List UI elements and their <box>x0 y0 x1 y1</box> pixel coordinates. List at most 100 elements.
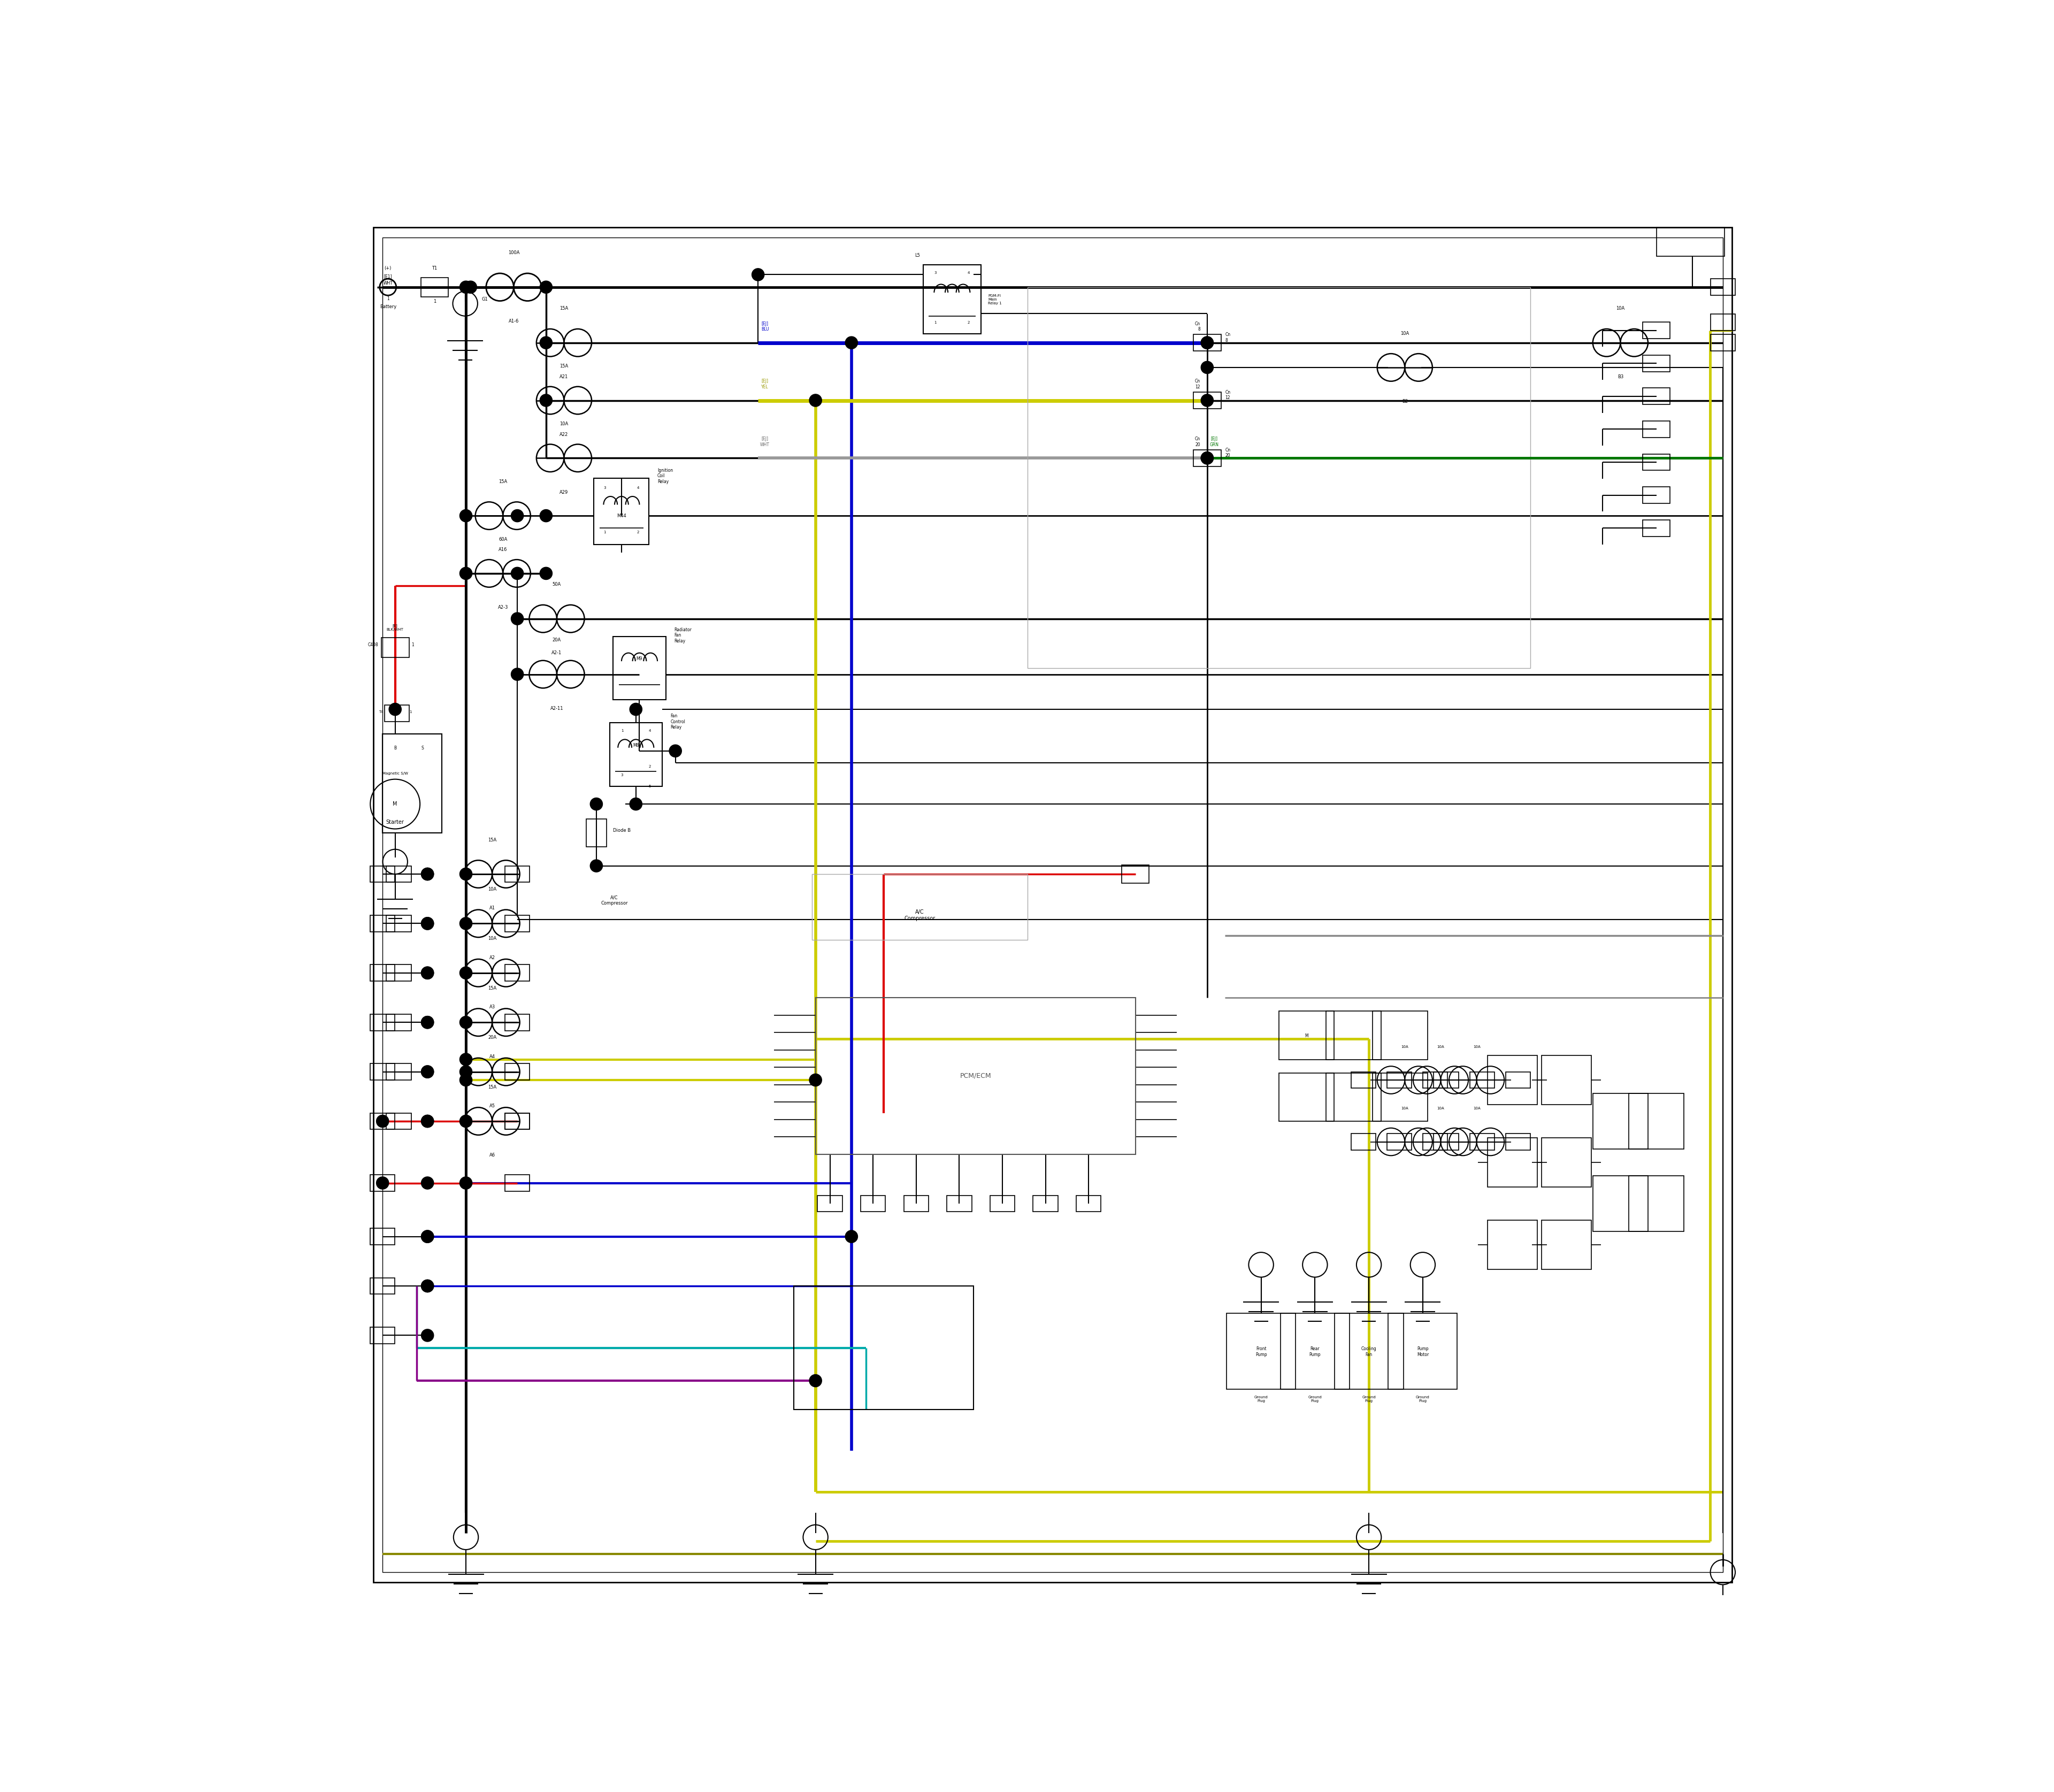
Text: 15A: 15A <box>487 837 497 842</box>
Text: 50A: 50A <box>553 582 561 588</box>
Circle shape <box>421 1066 433 1079</box>
Bar <box>370 916 394 932</box>
Text: 1: 1 <box>935 321 937 324</box>
Bar <box>1372 1073 1428 1122</box>
Bar <box>505 1063 530 1081</box>
Circle shape <box>460 966 472 978</box>
Text: B: B <box>394 745 396 751</box>
Circle shape <box>421 918 433 930</box>
Circle shape <box>460 568 472 579</box>
Text: C408: C408 <box>368 643 378 647</box>
Bar <box>370 1063 394 1081</box>
Bar <box>505 1113 530 1129</box>
Bar <box>505 1113 530 1129</box>
Text: 2: 2 <box>649 765 651 769</box>
Circle shape <box>421 1016 433 1029</box>
Text: A5: A5 <box>489 1104 495 1107</box>
Text: Cn
20: Cn 20 <box>1224 448 1230 459</box>
Bar <box>505 1014 530 1030</box>
Text: Cn
12: Cn 12 <box>1195 378 1200 389</box>
Bar <box>370 1014 394 1030</box>
Text: 10A: 10A <box>487 937 497 941</box>
Circle shape <box>421 1330 433 1342</box>
Text: B2: B2 <box>1401 400 1407 403</box>
Bar <box>386 916 411 932</box>
Text: A22: A22 <box>559 432 569 437</box>
Circle shape <box>846 337 859 349</box>
Bar <box>370 1278 394 1294</box>
Circle shape <box>421 1231 433 1242</box>
Text: 10A: 10A <box>487 887 497 892</box>
Text: Ignition
Coil
Relay: Ignition Coil Relay <box>657 468 674 484</box>
Text: Cooling
Fan: Cooling Fan <box>1362 1346 1376 1357</box>
Bar <box>1193 450 1220 466</box>
Circle shape <box>540 509 553 521</box>
Circle shape <box>460 867 472 880</box>
Text: 10A: 10A <box>559 421 569 426</box>
Bar <box>1280 1073 1335 1122</box>
Bar <box>1543 1138 1592 1188</box>
Bar <box>1325 1073 1380 1122</box>
Circle shape <box>631 797 643 810</box>
Text: 5: 5 <box>649 785 651 788</box>
Circle shape <box>670 745 682 758</box>
Bar <box>370 1228 394 1245</box>
Text: 10A: 10A <box>1401 1107 1409 1109</box>
Text: A29: A29 <box>559 489 569 495</box>
Bar <box>370 964 394 982</box>
Text: 20A: 20A <box>553 638 561 643</box>
Circle shape <box>540 394 553 407</box>
Text: A6: A6 <box>489 1152 495 1158</box>
Bar <box>1629 1093 1684 1149</box>
Bar <box>1643 355 1670 371</box>
Text: 4: 4 <box>637 486 639 489</box>
Text: 3: 3 <box>620 774 622 776</box>
Circle shape <box>460 1115 472 1127</box>
Circle shape <box>421 1231 433 1242</box>
Bar <box>1193 335 1220 351</box>
Bar <box>1076 1195 1101 1211</box>
Bar <box>505 964 530 982</box>
Bar <box>594 478 649 545</box>
Bar <box>386 866 411 882</box>
Circle shape <box>421 1177 433 1190</box>
Circle shape <box>421 1279 433 1292</box>
Text: 10A: 10A <box>1401 332 1409 335</box>
Bar <box>1352 1134 1376 1150</box>
Bar <box>1592 1176 1647 1231</box>
Bar <box>1389 1314 1456 1389</box>
Bar <box>1643 421 1670 437</box>
Text: A2-3: A2-3 <box>497 606 507 609</box>
Text: 15A: 15A <box>487 1084 497 1090</box>
Bar <box>1471 1072 1495 1088</box>
Circle shape <box>589 860 602 873</box>
Circle shape <box>421 1016 433 1029</box>
Bar <box>370 1113 394 1129</box>
Text: Ground
Plug: Ground Plug <box>1255 1396 1267 1403</box>
Circle shape <box>1202 452 1214 464</box>
Circle shape <box>460 1073 472 1086</box>
Text: Ground
Plug: Ground Plug <box>1415 1396 1430 1403</box>
Text: Starter: Starter <box>386 819 405 824</box>
Bar <box>1335 1314 1403 1389</box>
Text: PCM/ECM: PCM/ECM <box>959 1072 992 1079</box>
Circle shape <box>631 702 643 715</box>
Text: M: M <box>392 801 396 806</box>
Text: 1: 1 <box>386 296 388 301</box>
Text: G1: G1 <box>483 297 489 301</box>
Bar <box>386 1113 411 1129</box>
Circle shape <box>511 509 524 521</box>
Bar <box>382 735 442 833</box>
Text: T4: T4 <box>378 710 384 713</box>
Text: A/C
Compressor: A/C Compressor <box>602 896 629 905</box>
Text: Battery: Battery <box>380 305 396 310</box>
Bar <box>1280 1314 1349 1389</box>
Bar <box>817 1195 842 1211</box>
Text: 3: 3 <box>604 486 606 489</box>
Text: A1: A1 <box>489 905 495 910</box>
Bar <box>922 265 982 333</box>
Circle shape <box>460 1054 472 1066</box>
Text: 10A: 10A <box>1438 1045 1444 1048</box>
Bar <box>370 866 394 882</box>
Text: [EJ]
WHT: [EJ] WHT <box>760 437 770 446</box>
